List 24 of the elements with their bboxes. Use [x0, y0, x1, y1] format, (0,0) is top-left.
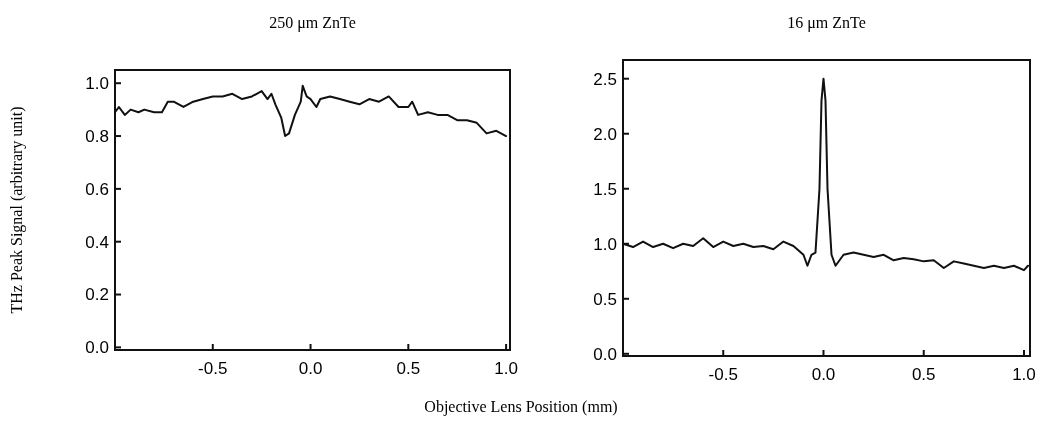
- x-tick-label: 0.5: [396, 359, 421, 378]
- y-tick-label: 0.0: [593, 344, 617, 364]
- y-tick-label: 1.0: [593, 234, 617, 254]
- y-axis-title: THz Peak Signal (arbitrary unit): [8, 106, 26, 314]
- x-tick-label: -0.5: [198, 359, 228, 378]
- y-tick-label: 2.0: [593, 124, 617, 144]
- x-tick-label: 1.0: [1012, 365, 1036, 384]
- y-tick-label: 0.5: [593, 289, 617, 309]
- x-tick-label: 0.5: [911, 365, 936, 384]
- y-tick-label: 1.5: [593, 179, 617, 199]
- y-tick-label: 0.6: [85, 179, 109, 199]
- x-axis-title: Objective Lens Position (mm): [424, 398, 618, 416]
- y-tick-label: 1.0: [85, 74, 109, 94]
- x-tick-label: 1.0: [494, 359, 518, 378]
- y-tick-label: 2.5: [593, 69, 617, 89]
- x-tick-label: 0.0: [298, 359, 323, 378]
- y-tick-label: 0.0: [85, 338, 109, 358]
- x-tick-label: -0.5: [708, 365, 738, 384]
- y-tick-label: 0.4: [85, 232, 109, 252]
- y-tick-label: 0.2: [85, 285, 109, 305]
- y-tick-label: 0.8: [85, 126, 109, 146]
- x-tick-label: 0.0: [811, 365, 836, 384]
- chart-title: 16 μm ZnTe: [787, 14, 866, 32]
- chart-title: 250 μm ZnTe: [269, 14, 356, 32]
